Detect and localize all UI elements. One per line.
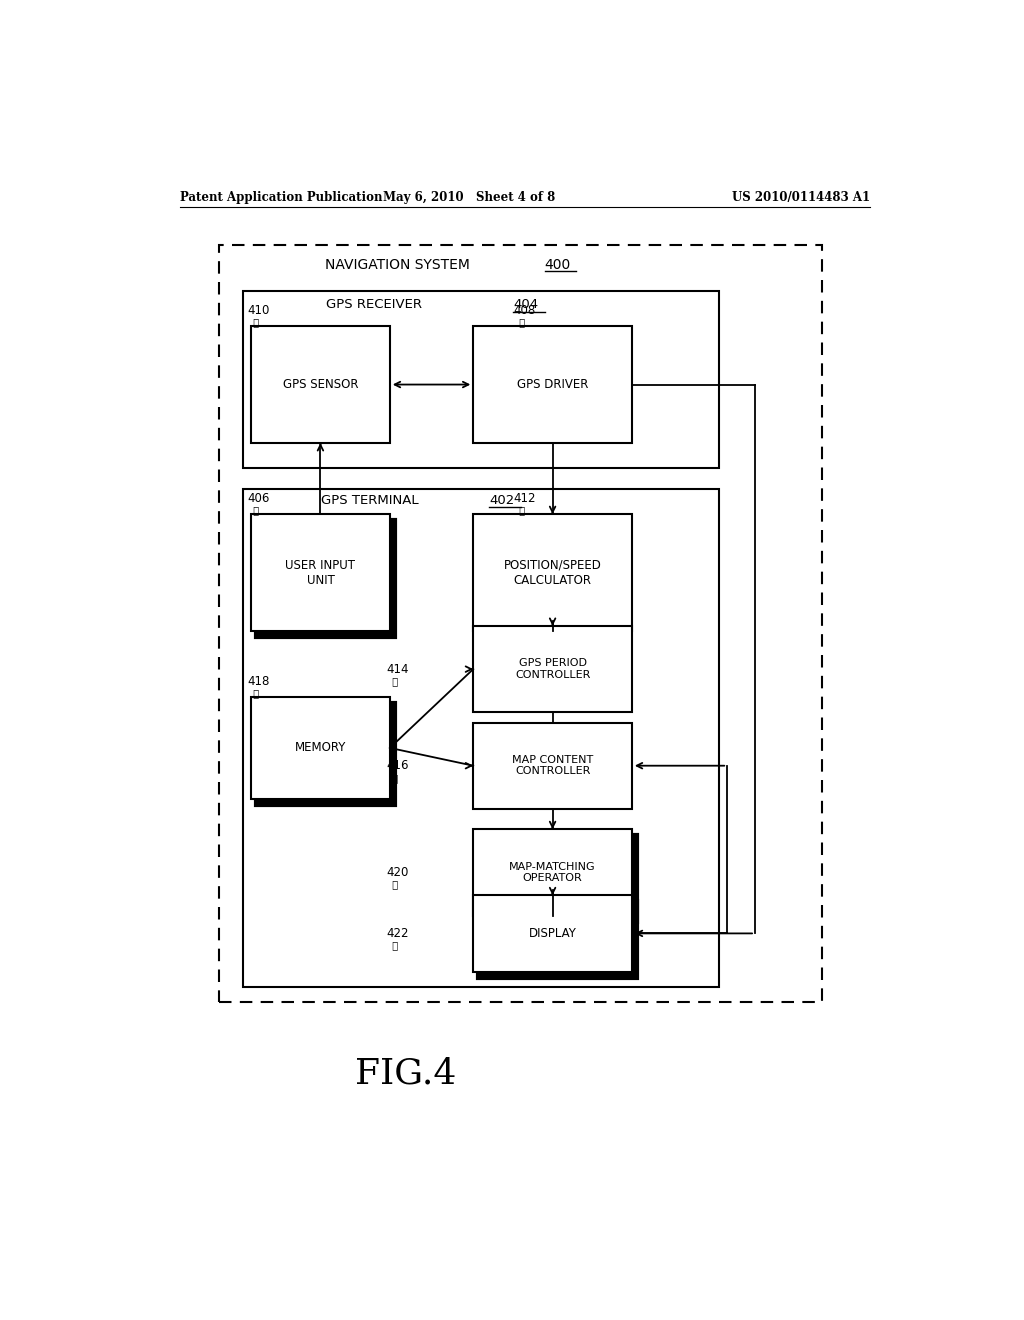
Text: Patent Application Publication: Patent Application Publication bbox=[179, 190, 382, 203]
Text: USER INPUT
UNIT: USER INPUT UNIT bbox=[286, 558, 355, 586]
Text: FIG.4: FIG.4 bbox=[355, 1056, 457, 1090]
Bar bbox=[473, 895, 632, 972]
Bar bbox=[473, 326, 632, 444]
Text: ⌣: ⌣ bbox=[386, 774, 398, 783]
Text: ⌣: ⌣ bbox=[513, 317, 525, 327]
Bar bbox=[251, 326, 390, 444]
Text: MEMORY: MEMORY bbox=[295, 742, 346, 755]
Text: GPS PERIOD
CONTROLLER: GPS PERIOD CONTROLLER bbox=[515, 659, 590, 680]
Bar bbox=[243, 488, 719, 987]
Bar bbox=[256, 520, 394, 638]
Text: GPS TERMINAL: GPS TERMINAL bbox=[322, 495, 419, 507]
Text: ⌣: ⌣ bbox=[247, 317, 259, 327]
Text: 420: 420 bbox=[386, 866, 409, 879]
Text: ⌣: ⌣ bbox=[386, 676, 398, 686]
Bar bbox=[473, 515, 632, 631]
Text: ⌣: ⌣ bbox=[247, 506, 259, 515]
Text: 404: 404 bbox=[513, 298, 538, 312]
Text: NAVIGATION SYSTEM: NAVIGATION SYSTEM bbox=[326, 259, 470, 272]
Text: 410: 410 bbox=[247, 305, 269, 317]
Bar bbox=[251, 697, 390, 799]
Text: ⌣: ⌣ bbox=[513, 506, 525, 515]
Text: POSITION/SPEED
CALCULATOR: POSITION/SPEED CALCULATOR bbox=[504, 558, 601, 586]
Text: ⌣: ⌣ bbox=[247, 688, 259, 698]
Bar bbox=[219, 244, 822, 1002]
Bar bbox=[473, 722, 632, 809]
Text: 402: 402 bbox=[489, 495, 514, 507]
Text: 400: 400 bbox=[545, 259, 571, 272]
Text: 412: 412 bbox=[513, 492, 536, 506]
Bar bbox=[473, 626, 632, 713]
Text: 416: 416 bbox=[386, 759, 409, 772]
Text: 422: 422 bbox=[386, 927, 409, 940]
Text: 408: 408 bbox=[513, 305, 536, 317]
Text: GPS SENSOR: GPS SENSOR bbox=[283, 378, 358, 391]
Text: DISPLAY: DISPLAY bbox=[528, 927, 577, 940]
Bar bbox=[243, 290, 719, 469]
Text: May 6, 2010   Sheet 4 of 8: May 6, 2010 Sheet 4 of 8 bbox=[383, 190, 555, 203]
Bar bbox=[251, 515, 390, 631]
Text: GPS RECEIVER: GPS RECEIVER bbox=[326, 298, 422, 312]
Text: 418: 418 bbox=[247, 676, 269, 688]
Text: US 2010/0114483 A1: US 2010/0114483 A1 bbox=[732, 190, 870, 203]
Bar bbox=[256, 704, 394, 805]
Text: 406: 406 bbox=[247, 492, 269, 506]
Text: ⌣: ⌣ bbox=[386, 879, 398, 890]
Text: ⌣: ⌣ bbox=[386, 941, 398, 950]
Bar bbox=[473, 829, 632, 916]
Bar bbox=[478, 836, 637, 921]
Text: 414: 414 bbox=[386, 663, 409, 676]
Text: MAP CONTENT
CONTROLLER: MAP CONTENT CONTROLLER bbox=[512, 755, 593, 776]
Bar bbox=[478, 902, 637, 978]
Text: GPS DRIVER: GPS DRIVER bbox=[517, 378, 588, 391]
Text: MAP-MATCHING
OPERATOR: MAP-MATCHING OPERATOR bbox=[509, 862, 596, 883]
